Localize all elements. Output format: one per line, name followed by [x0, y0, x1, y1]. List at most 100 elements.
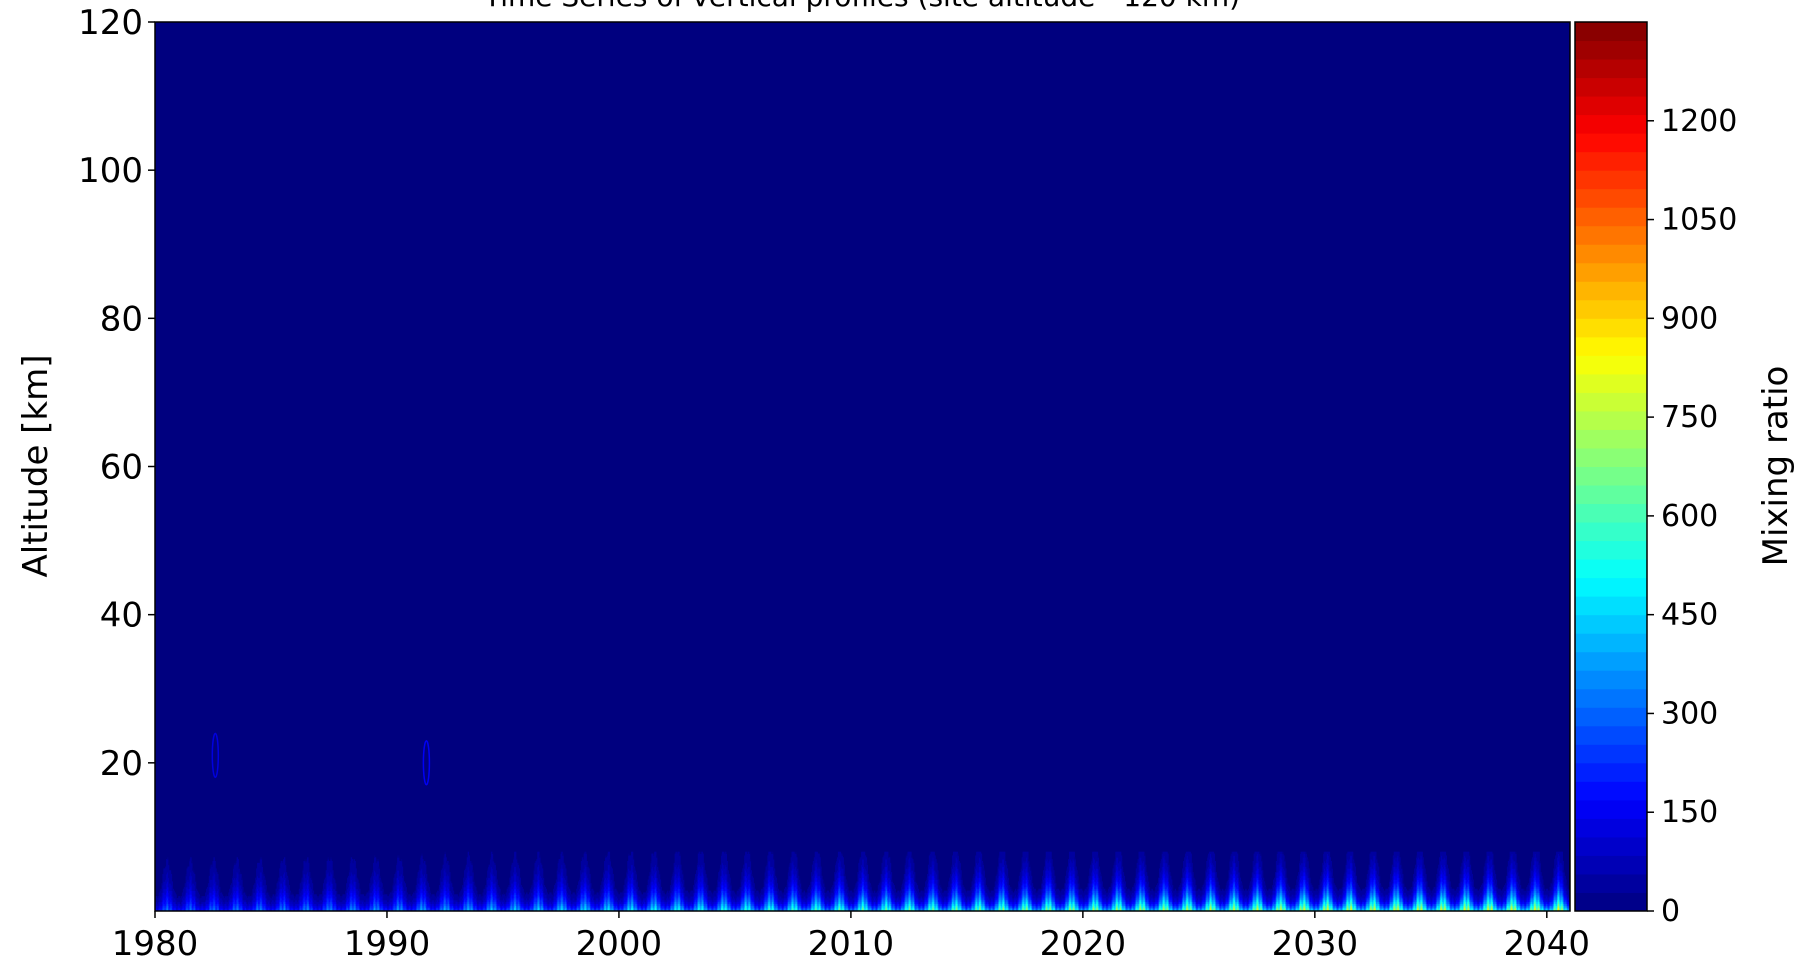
heatmap-cell [257, 872, 259, 875]
heatmap-cell [197, 903, 200, 906]
heatmap-cell [312, 901, 315, 904]
heatmap-cell [236, 877, 238, 880]
heatmap-cell [236, 886, 238, 890]
heatmap-cell [285, 894, 288, 897]
heatmap-cell [261, 875, 264, 879]
heatmap-cell [309, 873, 311, 877]
heatmap-cell [259, 862, 262, 866]
heatmap-cell [266, 901, 268, 904]
heatmap-cell [212, 901, 214, 904]
heatmap-cell [206, 896, 208, 899]
heatmap-cell [230, 905, 232, 908]
heatmap-cell [253, 890, 255, 893]
heatmap-cell [309, 877, 311, 880]
heatmap-cell [270, 899, 273, 903]
heatmap-cell [207, 905, 210, 908]
heatmap-cell [309, 883, 311, 886]
heatmap-cell [195, 892, 198, 895]
heatmap-cell [163, 877, 165, 880]
heatmap-cell [322, 888, 324, 892]
heatmap-cell [167, 872, 169, 875]
heatmap-cell [187, 872, 189, 875]
heatmap-cell [239, 890, 241, 893]
heatmap-cell [194, 907, 197, 910]
heatmap-cell [232, 885, 235, 888]
heatmap-cell [242, 888, 244, 892]
heatmap-cell [209, 870, 212, 873]
heatmap-cell [169, 881, 172, 884]
heatmap-cell [206, 903, 208, 906]
heatmap-cell [308, 894, 310, 897]
heatmap-cell [191, 905, 193, 908]
heatmap-cell [282, 883, 284, 886]
heatmap-cell [232, 892, 235, 895]
heatmap-cell [313, 903, 315, 906]
heatmap-cell [294, 901, 296, 904]
heatmap-cell [308, 873, 310, 877]
heatmap-cell [293, 905, 295, 908]
heatmap-cell [284, 879, 287, 882]
heatmap-cell [155, 907, 158, 910]
heatmap-cell [260, 892, 263, 895]
heatmap-cell [278, 885, 280, 888]
heatmap-cell [232, 886, 234, 890]
heatmap-cell [209, 896, 212, 899]
heatmap-cell [260, 907, 263, 910]
heatmap-cell [310, 881, 313, 884]
heatmap-cell [287, 899, 290, 903]
heatmap-cell [211, 901, 213, 904]
heatmap-cell [213, 907, 215, 910]
heatmap-cell [246, 905, 249, 908]
heatmap-cell [324, 899, 327, 903]
heatmap-cell [268, 903, 270, 906]
heatmap-cell [219, 909, 222, 911]
heatmap-cell [214, 862, 216, 866]
heatmap-cell [255, 898, 257, 901]
heatmap-cell [214, 868, 216, 871]
heatmap-cell [293, 907, 295, 910]
heatmap-cell [275, 892, 277, 895]
heatmap-cell [256, 879, 258, 882]
heatmap-cell [166, 909, 168, 911]
heatmap-cell [183, 899, 186, 903]
heatmap-cell [247, 909, 250, 911]
heatmap-cell [255, 892, 257, 895]
heatmap-cell [314, 898, 316, 901]
heatmap-cell [310, 885, 313, 888]
heatmap-cell [191, 866, 193, 869]
heatmap-cell [252, 899, 254, 903]
heatmap-cell [231, 894, 233, 897]
heatmap-cell [234, 873, 237, 877]
heatmap-cell [225, 898, 227, 901]
heatmap-cell [296, 894, 299, 897]
heatmap-cell [296, 905, 298, 908]
heatmap-cell [257, 870, 260, 873]
heatmap-cell [189, 890, 191, 893]
heatmap-cell [279, 883, 281, 886]
heatmap-cell [232, 877, 235, 880]
heatmap-cell [192, 894, 194, 897]
heatmap-cell [272, 896, 275, 899]
heatmap-cell [238, 888, 240, 892]
heatmap-cell [302, 885, 304, 888]
heatmap-cell [209, 881, 212, 884]
heatmap-cell [228, 909, 230, 911]
heatmap-cell [308, 881, 310, 884]
heatmap-cell [328, 894, 330, 897]
heatmap-cell [161, 899, 163, 903]
heatmap-cell [281, 873, 283, 877]
heatmap-cell [260, 859, 263, 862]
heatmap-cell [283, 873, 285, 877]
heatmap-cell [279, 899, 281, 903]
heatmap-cell [252, 890, 254, 893]
heatmap-cell [220, 898, 223, 901]
heatmap-cell [278, 877, 280, 880]
heatmap-cell [286, 903, 289, 906]
heatmap-cell [262, 881, 264, 884]
heatmap-cell [211, 890, 213, 893]
heatmap-cell [284, 907, 287, 910]
heatmap-cell [254, 892, 256, 895]
heatmap-cell [262, 872, 264, 875]
heatmap-cell [214, 860, 216, 864]
heatmap-cell [162, 877, 164, 880]
